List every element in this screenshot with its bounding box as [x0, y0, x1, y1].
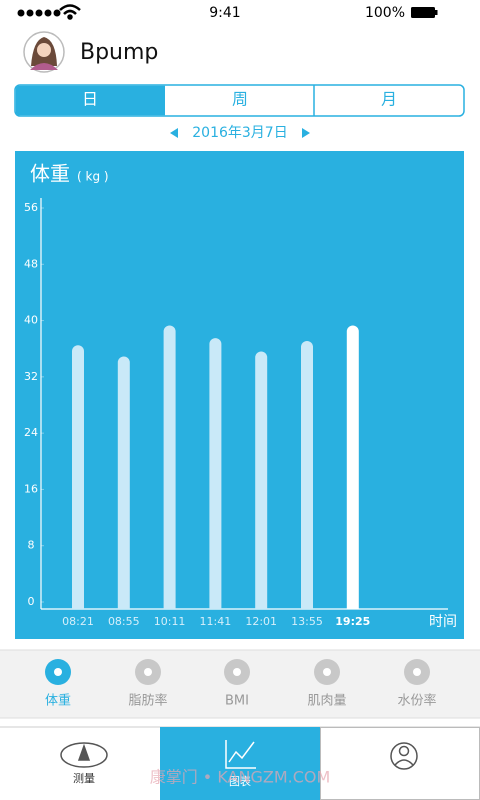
bar — [209, 338, 222, 609]
x-tick-label: 12:01 — [245, 615, 277, 628]
active-tab-bg — [15, 85, 165, 116]
y-tick-label: 0 — [28, 595, 35, 608]
y-tick-label: 24 — [24, 426, 38, 439]
status-time: 9:41 — [209, 5, 240, 21]
metric-tab[interactable]: 脂肪率 — [128, 693, 167, 709]
bar — [72, 345, 84, 609]
bar — [346, 325, 359, 609]
nav-label[interactable]: 测量 — [73, 772, 95, 785]
x-tick-label: 08:21 — [62, 615, 94, 628]
period-tab[interactable]: 日 — [82, 90, 98, 109]
nav-label[interactable]: 图表 — [229, 774, 251, 788]
metric-tab[interactable]: BMI — [225, 694, 249, 709]
wifi-icon — [59, 4, 81, 20]
x-axis-label: 时间 — [429, 614, 457, 630]
bar — [163, 325, 176, 609]
chart-title: 体重 — [30, 162, 70, 186]
y-tick-label: 32 — [24, 370, 38, 383]
y-tick-label: 8 — [28, 539, 35, 552]
watermark: 康掌门 • KANGZM.COM — [150, 768, 331, 787]
profile-icon[interactable] — [390, 742, 418, 770]
battery-tip — [435, 10, 438, 15]
next-date[interactable] — [302, 128, 310, 138]
battery-icon — [411, 7, 435, 18]
bar-chart: 0 8 16 24 32 40 48 56 08:21 08:55 10:11 11:41 12:01 1… — [24, 201, 370, 628]
bar — [117, 356, 130, 609]
metric-tab[interactable]: 水份率 — [397, 693, 436, 709]
header-title: Bpump — [80, 40, 158, 65]
metric-icon-glyph — [144, 668, 152, 676]
nav-active-bg — [160, 727, 320, 800]
period-tab[interactable]: 月 — [381, 90, 397, 109]
y-tick-label: 40 — [24, 314, 38, 327]
bar — [255, 351, 268, 609]
measure-icon[interactable] — [60, 742, 108, 768]
y-tick-label: 48 — [24, 257, 38, 270]
x-tick-label: 19:25 — [335, 615, 370, 628]
x-tick-label: 10:11 — [154, 615, 186, 628]
metric-icon-glyph — [323, 668, 331, 676]
bar — [301, 340, 313, 609]
period-tab[interactable]: 周 — [232, 90, 248, 109]
date-label: 2016年3月7日 — [192, 125, 287, 141]
chart-unit: ( kg ) — [77, 170, 109, 184]
x-tick-label: 08:55 — [108, 615, 140, 628]
metric-tab[interactable]: 肌肉量 — [307, 694, 346, 709]
chart-icon[interactable] — [225, 740, 256, 769]
chart-panel — [15, 151, 464, 639]
metric-icon-glyph — [233, 668, 241, 676]
metric-icon-glyph — [54, 668, 62, 676]
x-tick-label: 13:55 — [291, 615, 323, 628]
signal-icon — [17, 9, 61, 17]
battery-level: 100% — [365, 5, 405, 21]
y-tick-label: 56 — [24, 201, 38, 214]
avatar[interactable] — [23, 31, 65, 73]
metric-tab[interactable]: 体重 — [45, 693, 71, 709]
x-tick-label: 11:41 — [200, 615, 232, 628]
y-tick-label: 16 — [24, 482, 38, 495]
prev-date[interactable] — [170, 128, 178, 138]
metric-icon-glyph — [413, 668, 421, 676]
metric-items: 体重 脂肪率 BMI 肌肉量 水份率 — [45, 659, 437, 709]
